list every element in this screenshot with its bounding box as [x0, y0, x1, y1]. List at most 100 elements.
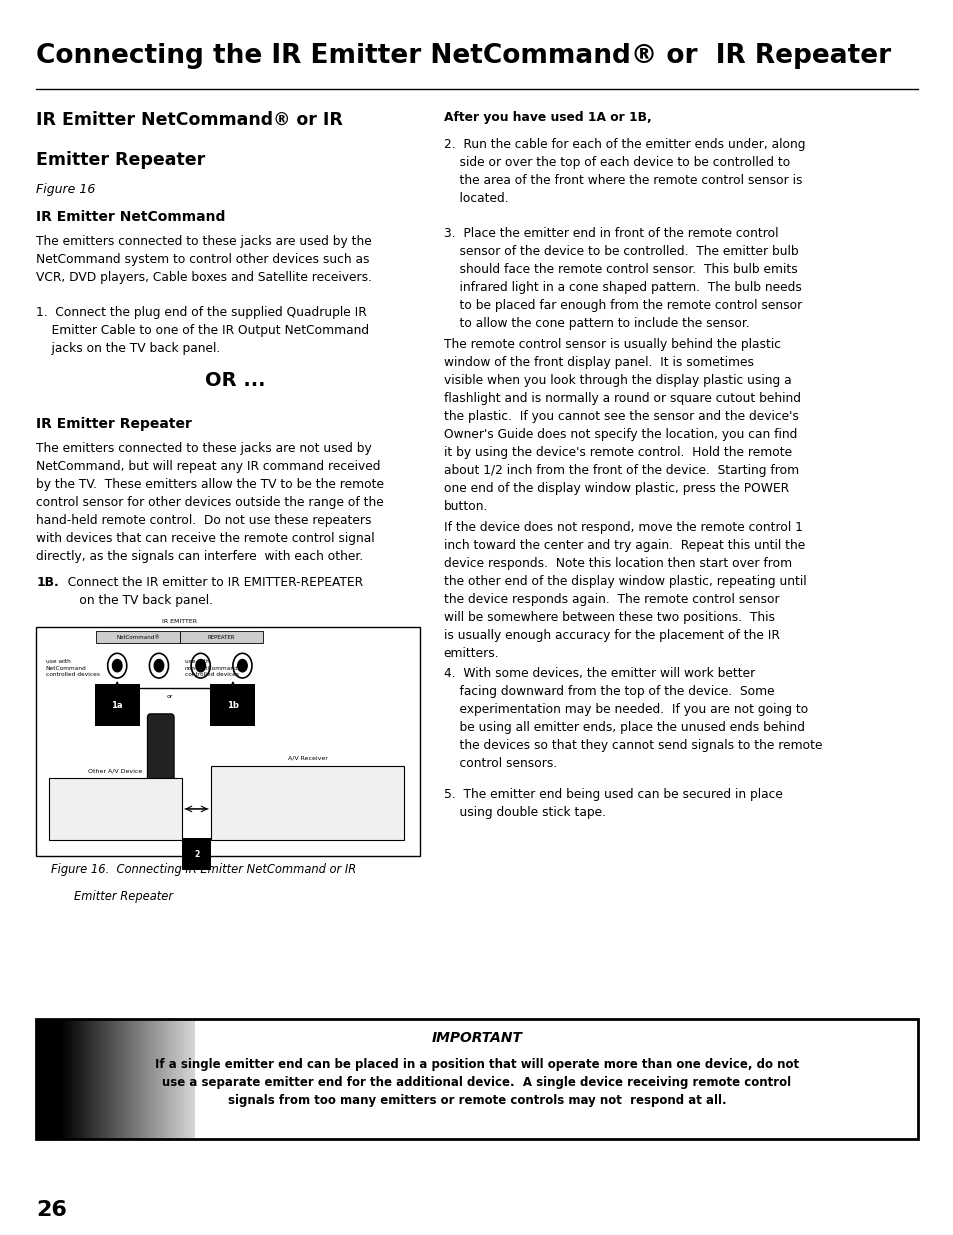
Bar: [73, 1019, 77, 1139]
Text: Connecting the IR Emitter NetCommand® or  IR Repeater: Connecting the IR Emitter NetCommand® or…: [36, 43, 890, 69]
Text: REPEATER: REPEATER: [208, 635, 235, 640]
Text: Connect the IR emitter to IR EMITTER-REPEATER
     on the TV back panel.: Connect the IR emitter to IR EMITTER-REP…: [60, 576, 363, 606]
Bar: [190, 1019, 193, 1139]
Text: The emitters connected to these jacks are used by the
NetCommand system to contr: The emitters connected to these jacks ar…: [36, 235, 372, 284]
Text: 3.  Place the emitter end in front of the remote control
    sensor of the devic: 3. Place the emitter end in front of the…: [443, 227, 801, 330]
Text: 2.  Run the cable for each of the emitter ends under, along
    side or over the: 2. Run the cable for each of the emitter…: [443, 138, 804, 205]
Bar: [78, 1019, 82, 1139]
Bar: [166, 1019, 170, 1139]
Bar: [136, 1019, 140, 1139]
Bar: [211, 766, 404, 840]
Bar: [129, 1019, 132, 1139]
Text: IR EMITTER: IR EMITTER: [162, 619, 197, 624]
Bar: [179, 631, 263, 643]
Bar: [65, 1019, 69, 1139]
FancyBboxPatch shape: [36, 627, 419, 856]
Bar: [63, 1019, 66, 1139]
Bar: [187, 1019, 191, 1139]
Circle shape: [112, 659, 122, 672]
Bar: [118, 1019, 122, 1139]
Bar: [193, 1019, 195, 1139]
Text: 1.  Connect the plug end of the supplied Quadruple IR
    Emitter Cable to one o: 1. Connect the plug end of the supplied …: [36, 306, 369, 356]
Bar: [152, 1019, 156, 1139]
Text: IR Emitter NetCommand: IR Emitter NetCommand: [36, 210, 226, 224]
Bar: [44, 1019, 48, 1139]
Text: The emitters connected to these jacks are not used by
NetCommand, but will repea: The emitters connected to these jacks ar…: [36, 442, 384, 563]
Text: use with
non-NetCommand
controlled devices: use with non-NetCommand controlled devic…: [185, 659, 238, 677]
Bar: [54, 1019, 58, 1139]
Bar: [163, 1019, 167, 1139]
Bar: [134, 1019, 137, 1139]
Bar: [176, 1019, 180, 1139]
Bar: [121, 1019, 124, 1139]
Text: 1B.: 1B.: [36, 576, 59, 589]
Bar: [145, 1019, 148, 1139]
Bar: [76, 1019, 79, 1139]
Bar: [111, 1019, 113, 1139]
Bar: [115, 1019, 119, 1139]
Text: 4.  With some devices, the emitter will work better
    facing downward from the: 4. With some devices, the emitter will w…: [443, 667, 821, 769]
Text: 5.  The emitter end being used can be secured in place
    using double stick ta: 5. The emitter end being used can be sec…: [443, 788, 781, 819]
Text: IMPORTANT: IMPORTANT: [431, 1031, 522, 1045]
Circle shape: [154, 659, 164, 672]
Bar: [123, 1019, 127, 1139]
Bar: [155, 1019, 159, 1139]
Text: IR Emitter Repeater: IR Emitter Repeater: [36, 417, 192, 431]
Bar: [39, 1019, 43, 1139]
Bar: [87, 1019, 90, 1139]
Bar: [112, 1019, 116, 1139]
Bar: [49, 778, 182, 840]
Bar: [147, 1019, 151, 1139]
Bar: [194, 1019, 917, 1139]
Text: OR ...: OR ...: [205, 370, 265, 389]
Bar: [126, 1019, 130, 1139]
Bar: [96, 631, 179, 643]
Bar: [102, 1019, 106, 1139]
Bar: [42, 1019, 45, 1139]
Bar: [173, 1019, 177, 1139]
Circle shape: [195, 659, 205, 672]
Text: Other A/V Device: Other A/V Device: [89, 768, 142, 773]
Text: Figure 16: Figure 16: [36, 183, 95, 196]
Bar: [91, 1019, 95, 1139]
Text: If a single emitter end can be placed in a position that will operate more than : If a single emitter end can be placed in…: [154, 1058, 799, 1108]
Text: If the device does not respond, move the remote control 1
inch toward the center: If the device does not respond, move the…: [443, 521, 805, 661]
Text: 26: 26: [36, 1200, 67, 1220]
Text: use with
NetCommand
controlled devices: use with NetCommand controlled devices: [46, 659, 100, 677]
Text: 2: 2: [193, 850, 199, 858]
Text: 1a: 1a: [112, 700, 123, 710]
Bar: [60, 1019, 64, 1139]
Bar: [184, 1019, 188, 1139]
Text: After you have used 1A or 1B,: After you have used 1A or 1B,: [443, 111, 651, 125]
Text: 1b: 1b: [227, 700, 238, 710]
Text: Figure 16.  Connecting IR Emitter NetCommand or IR: Figure 16. Connecting IR Emitter NetComm…: [51, 863, 355, 877]
Bar: [81, 1019, 85, 1139]
Bar: [132, 1019, 135, 1139]
Bar: [139, 1019, 143, 1139]
Bar: [171, 1019, 174, 1139]
Text: or: or: [167, 694, 173, 699]
Bar: [97, 1019, 101, 1139]
Text: IR Emitter NetCommand® or IR: IR Emitter NetCommand® or IR: [36, 111, 343, 130]
Bar: [89, 1019, 92, 1139]
Bar: [169, 1019, 172, 1139]
Bar: [142, 1019, 146, 1139]
Bar: [94, 1019, 98, 1139]
Bar: [158, 1019, 161, 1139]
Bar: [105, 1019, 109, 1139]
Bar: [50, 1019, 53, 1139]
Bar: [47, 1019, 51, 1139]
FancyBboxPatch shape: [147, 714, 173, 783]
Text: The remote control sensor is usually behind the plastic
window of the front disp: The remote control sensor is usually beh…: [443, 338, 800, 514]
Bar: [179, 1019, 182, 1139]
Bar: [68, 1019, 71, 1139]
Bar: [71, 1019, 74, 1139]
Bar: [181, 1019, 185, 1139]
Circle shape: [237, 659, 247, 672]
Text: Emitter Repeater: Emitter Repeater: [36, 151, 205, 169]
Bar: [150, 1019, 153, 1139]
Bar: [108, 1019, 112, 1139]
Text: Emitter Repeater: Emitter Repeater: [74, 890, 173, 904]
Bar: [57, 1019, 61, 1139]
Text: A/V Receiver: A/V Receiver: [288, 756, 327, 761]
